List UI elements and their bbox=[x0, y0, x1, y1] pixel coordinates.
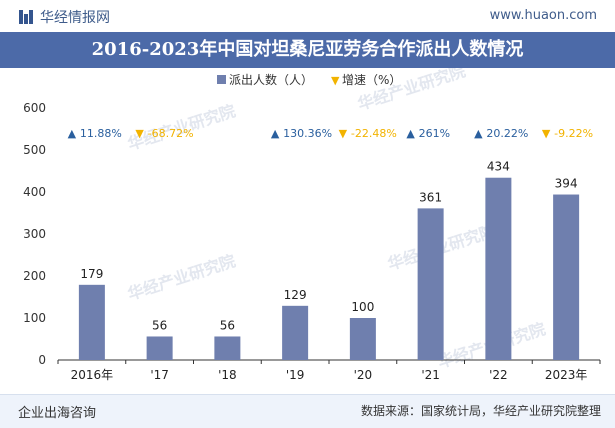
footer-note: 企业出海咨询 bbox=[18, 406, 97, 421]
legend-label-bars: 派出人数（人） bbox=[229, 72, 313, 87]
growth-rate-label: 11.88% bbox=[80, 127, 122, 140]
growth-up-icon: ▲ bbox=[406, 127, 415, 140]
growth-up-icon: ▲ bbox=[474, 127, 483, 140]
y-tick-label: 300 bbox=[23, 227, 46, 241]
watermark-text: 华经产业研究院 bbox=[125, 251, 237, 304]
legend-swatch-bars bbox=[217, 75, 226, 84]
growth-rate-label: 130.36% bbox=[283, 127, 332, 140]
bar bbox=[417, 208, 444, 360]
bar bbox=[282, 305, 309, 360]
growth-rate-label: -68.72% bbox=[148, 127, 194, 140]
x-tick-label: '17 bbox=[150, 368, 169, 382]
bar bbox=[349, 318, 376, 360]
growth-rate-label: 20.22% bbox=[486, 127, 528, 140]
footer: 企业出海咨询 数据来源：国家统计局，华经产业研究院整理 bbox=[0, 394, 615, 428]
bar-value-label: 179 bbox=[80, 267, 103, 281]
growth-down-icon: ▼ bbox=[542, 127, 551, 140]
growth-down-icon: ▼ bbox=[135, 127, 144, 140]
y-tick-label: 600 bbox=[23, 101, 46, 115]
bar-value-label: 434 bbox=[487, 160, 510, 174]
bar-value-label: 394 bbox=[555, 177, 578, 191]
y-tick-label: 500 bbox=[23, 143, 46, 157]
bar-value-label: 361 bbox=[419, 190, 442, 204]
bar bbox=[214, 336, 241, 360]
bar-value-label: 56 bbox=[220, 318, 235, 332]
bar bbox=[553, 194, 580, 360]
x-tick-label: '20 bbox=[354, 368, 373, 382]
growth-rate-label: -9.22% bbox=[554, 127, 593, 140]
brand-name: 华经情报网 bbox=[40, 10, 110, 26]
bar-value-label: 56 bbox=[152, 318, 167, 332]
growth-up-icon: ▲ bbox=[68, 127, 77, 140]
legend-label-growth: 增速（%） bbox=[342, 73, 401, 87]
growth-up-icon: ▲ bbox=[271, 127, 280, 140]
x-tick-label: '18 bbox=[218, 368, 237, 382]
bar bbox=[78, 284, 105, 360]
x-tick-label: '21 bbox=[421, 368, 440, 382]
x-tick-label: 2016年 bbox=[71, 368, 114, 382]
brand-logo-icon bbox=[18, 9, 34, 25]
brand: 华经情报网 bbox=[18, 7, 110, 27]
chart-title: 2016-2023年中国对坦桑尼亚劳务合作派出人数情况 bbox=[0, 32, 615, 68]
growth-down-icon: ▼ bbox=[339, 127, 348, 140]
bar bbox=[146, 336, 173, 360]
growth-rate-label: 261% bbox=[419, 127, 450, 140]
y-tick-label: 0 bbox=[38, 353, 46, 367]
bar-chart: 华经产业研究院华经产业研究院华经产业研究院华经产业研究院华经产业研究院派出人数（… bbox=[23, 68, 601, 382]
bar bbox=[485, 177, 512, 360]
y-tick-label: 100 bbox=[23, 311, 46, 325]
top-bar: 华经情报网 www.huaon.com bbox=[0, 0, 615, 32]
y-tick-label: 200 bbox=[23, 269, 46, 283]
legend-marker-down-icon: ▼ bbox=[331, 74, 340, 87]
data-source: 数据来源：国家统计局，华经产业研究院整理 bbox=[360, 404, 601, 418]
site-url: www.huaon.com bbox=[489, 8, 597, 23]
growth-rate-label: -22.48% bbox=[351, 127, 397, 140]
x-tick-label: 2023年 bbox=[545, 368, 588, 382]
bar-value-label: 129 bbox=[284, 288, 307, 302]
y-tick-label: 400 bbox=[23, 185, 46, 199]
x-tick-label: '22 bbox=[489, 368, 508, 382]
x-tick-label: '19 bbox=[286, 368, 305, 382]
bar-value-label: 100 bbox=[351, 300, 374, 314]
